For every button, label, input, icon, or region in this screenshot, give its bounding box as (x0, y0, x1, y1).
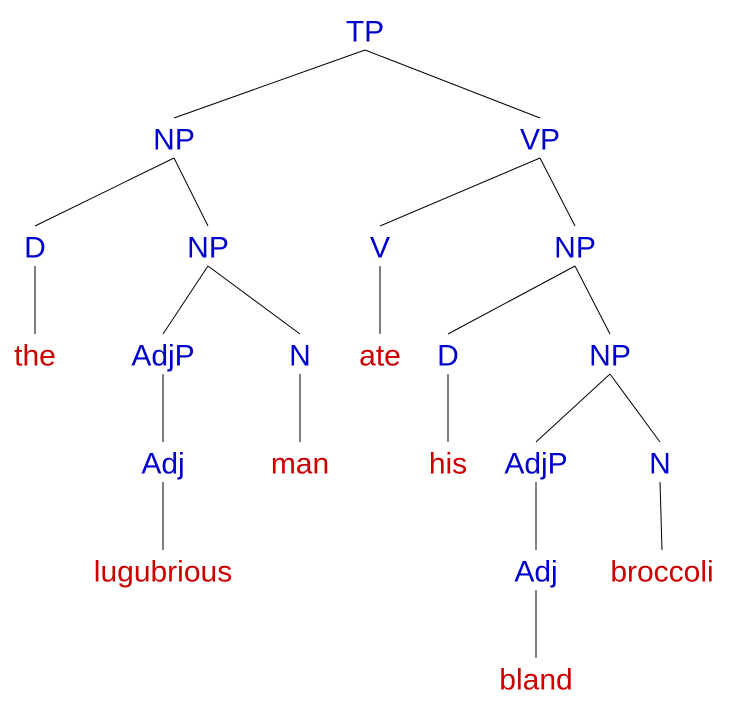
tree-edge (379, 157, 541, 227)
node-v: V (370, 232, 390, 265)
node-n: N (649, 448, 671, 481)
tree-edge (162, 265, 209, 335)
node-adjp: AdjP (504, 448, 567, 481)
tree-edge (364, 49, 541, 119)
node-np: NP (554, 232, 596, 265)
node-d: D (24, 232, 46, 265)
tree-edge (207, 265, 301, 335)
node-tp: TP (346, 16, 384, 49)
tree-edge (535, 373, 611, 443)
node-adj: Adj (141, 448, 184, 481)
node-d: D (437, 340, 459, 373)
tree-edge (173, 49, 366, 119)
node-np: NP (187, 232, 229, 265)
tree-edge (539, 157, 576, 227)
node-adj: Adj (514, 556, 557, 589)
tree-edge (34, 157, 175, 227)
node-np: NP (153, 124, 195, 157)
node-np: NP (589, 340, 631, 373)
node-n: N (289, 340, 311, 373)
tree-edge (659, 481, 663, 551)
word-ate: ate (359, 340, 401, 373)
tree-edge (609, 373, 661, 443)
tree-edge (173, 157, 209, 227)
word-bland: bland (499, 664, 572, 697)
node-adjp: AdjP (131, 340, 194, 373)
word-lugubrious: lugubrious (94, 556, 232, 589)
tree-edge (574, 265, 611, 335)
word-man: man (271, 448, 329, 481)
tree-edge (447, 265, 576, 335)
word-the: the (14, 340, 56, 373)
node-vp: VP (520, 124, 560, 157)
word-broccoli: broccoli (610, 556, 713, 589)
word-his: his (429, 448, 467, 481)
tree-edges (34, 49, 663, 658)
